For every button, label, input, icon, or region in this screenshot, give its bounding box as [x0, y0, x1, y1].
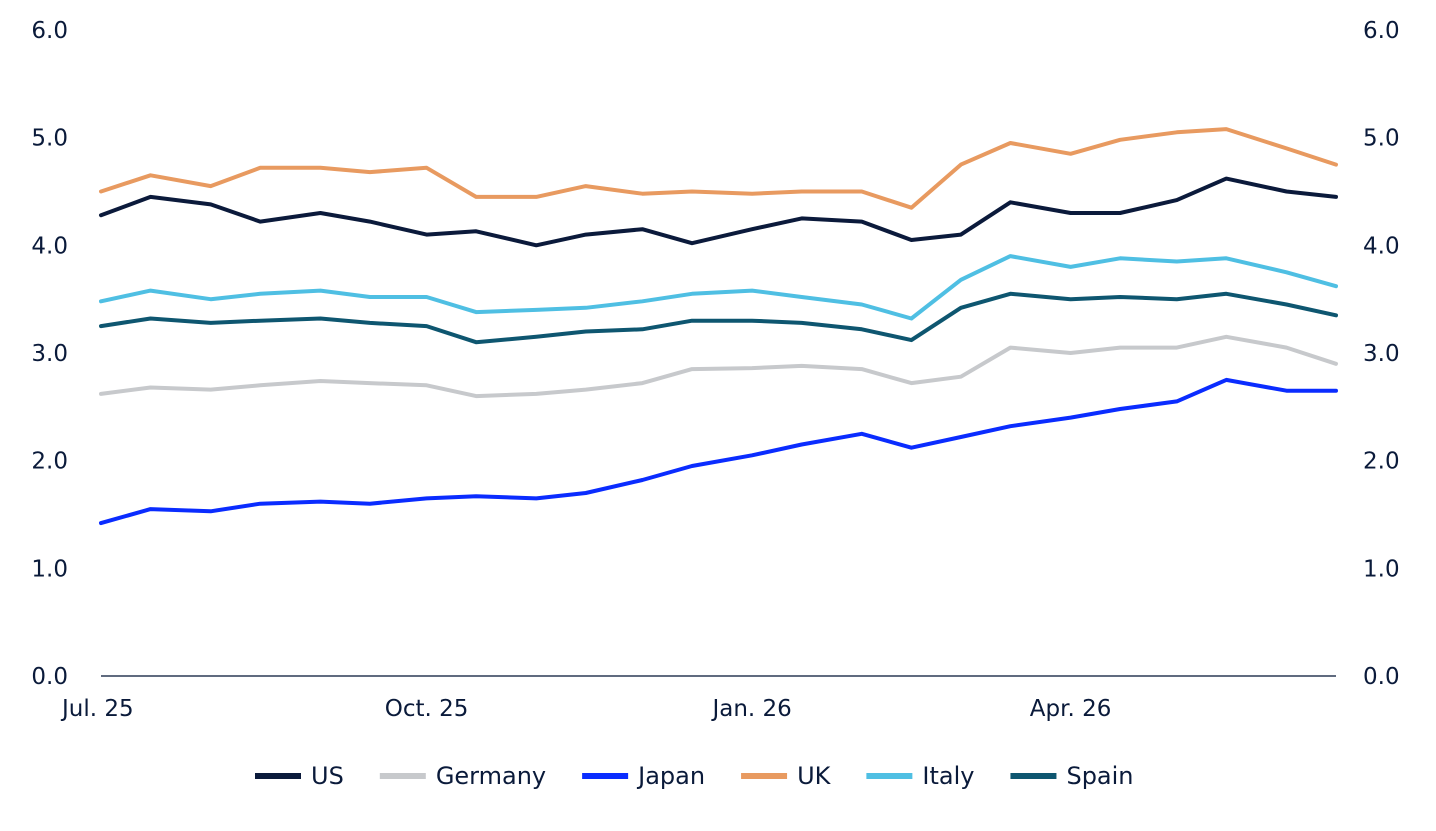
- y-tick-label-right: 0.0: [1363, 664, 1400, 690]
- series-line-japan: [99, 377, 1338, 526]
- series-line-germany: [99, 334, 1338, 399]
- y-tick-label-left: 2.0: [31, 449, 68, 475]
- y-tick-label-right: 5.0: [1363, 126, 1400, 152]
- chart-legend: US Germany Japan UK Italy Spain: [255, 762, 1134, 790]
- y-tick-label-left: 3.0: [31, 341, 68, 367]
- series-line-us: [99, 176, 1338, 248]
- y-tick-label-right: 1.0: [1363, 556, 1400, 582]
- y-axis-right: 0.0 1.0 2.0 3.0 4.0 5.0 6.0: [1363, 18, 1400, 690]
- y-axis-left: 0.0 1.0 2.0 3.0 4.0 5.0 6.0: [31, 18, 68, 690]
- y-tick-label-left: 0.0: [31, 664, 68, 690]
- y-tick-label-left: 6.0: [31, 18, 68, 44]
- series-line-italy: [99, 254, 1338, 321]
- legend-label-spain: Spain: [1066, 762, 1133, 790]
- legend-label-us: US: [311, 762, 344, 790]
- x-axis-ticks: Jul. 25 Oct. 25 Jan. 26 Apr. 26: [60, 696, 1111, 722]
- series-lines: [99, 127, 1338, 526]
- legend-label-japan: Japan: [636, 762, 705, 790]
- series-line-spain: [99, 291, 1338, 345]
- y-tick-label-left: 5.0: [31, 126, 68, 152]
- series-line-uk: [99, 127, 1338, 210]
- x-tick-label: Oct. 25: [385, 696, 469, 722]
- y-tick-label-right: 4.0: [1363, 233, 1400, 259]
- y-tick-label-left: 1.0: [31, 556, 68, 582]
- y-tick-label-right: 3.0: [1363, 341, 1400, 367]
- x-tick-label: Apr. 26: [1030, 696, 1112, 722]
- legend-label-italy: Italy: [922, 762, 974, 790]
- x-tick-label: Jan. 26: [710, 696, 791, 722]
- y-tick-label-right: 2.0: [1363, 449, 1400, 475]
- y-tick-label-left: 4.0: [31, 233, 68, 259]
- x-tick-label: Jul. 25: [60, 696, 134, 722]
- y-tick-label-right: 6.0: [1363, 18, 1400, 44]
- legend-label-germany: Germany: [436, 762, 546, 790]
- legend-label-uk: UK: [797, 762, 832, 790]
